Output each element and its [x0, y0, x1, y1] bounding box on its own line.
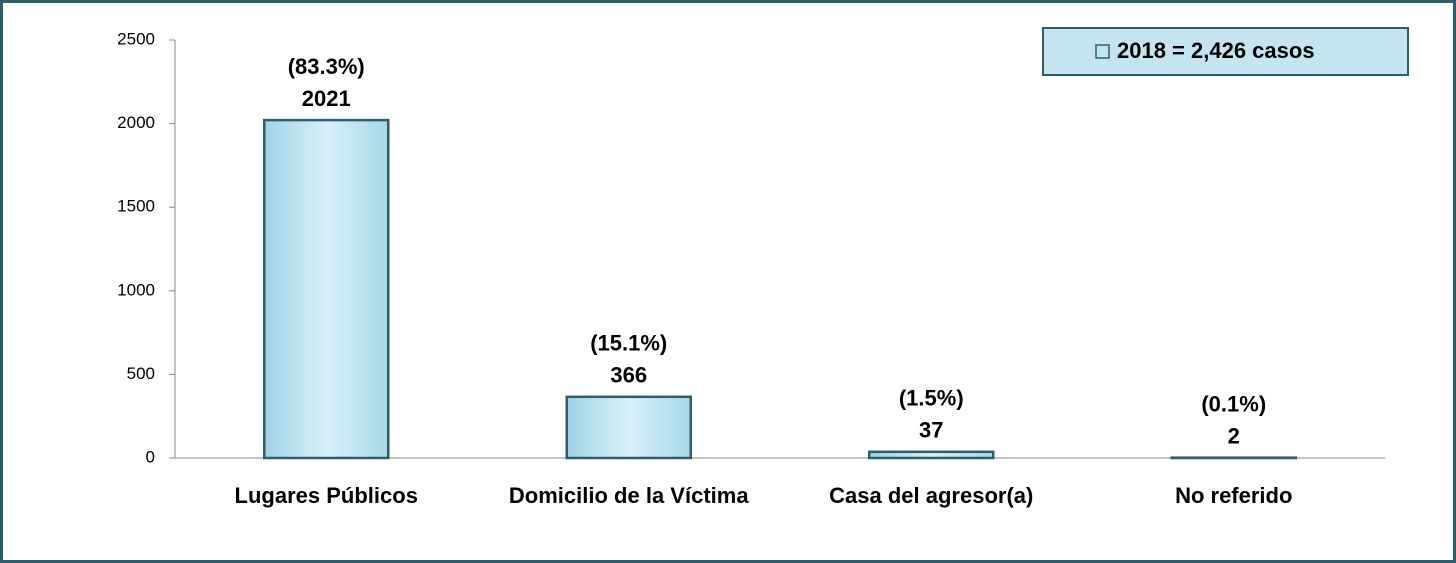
y-tick-label: 500 — [127, 364, 155, 383]
y-tick-label: 1500 — [117, 197, 155, 216]
legend-swatch — [1095, 44, 1110, 59]
value-label: 37 — [919, 418, 943, 443]
value-label: 2021 — [302, 86, 351, 111]
bar — [565, 395, 692, 460]
value-label: 2 — [1228, 423, 1240, 448]
percent-label: (83.3%) — [288, 54, 365, 79]
bar — [868, 450, 995, 460]
percent-label: (15.1%) — [590, 331, 667, 356]
percent-label: (0.1%) — [1201, 391, 1266, 416]
y-tick-label: 2500 — [117, 29, 155, 48]
x-tick-label: Lugares Públicos — [234, 483, 418, 508]
bar — [263, 118, 390, 460]
x-tick-label: Domicilio de la Víctima — [508, 483, 749, 508]
x-tick-label: No referido — [1175, 483, 1293, 508]
y-tick-label: 1000 — [117, 280, 155, 299]
legend-label: 2018 = 2,426 casos — [1117, 38, 1315, 63]
x-tick-label: Casa del agresor(a) — [829, 483, 1034, 508]
percent-label: (1.5%) — [899, 386, 964, 411]
y-tick-label: 0 — [146, 447, 155, 466]
y-tick-label: 2000 — [117, 113, 155, 132]
value-label: 366 — [610, 363, 647, 388]
